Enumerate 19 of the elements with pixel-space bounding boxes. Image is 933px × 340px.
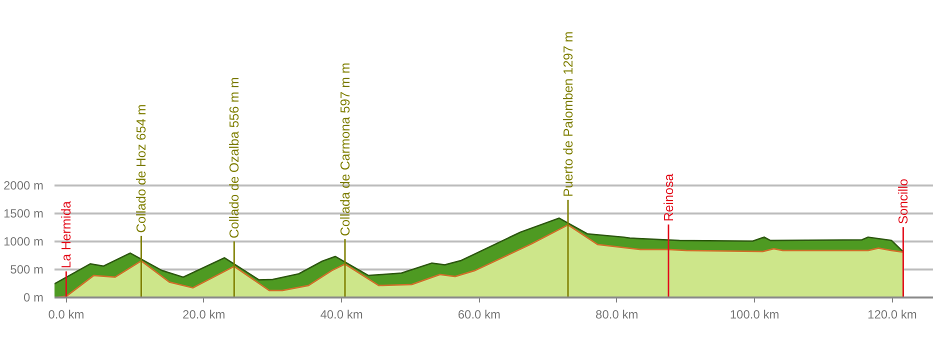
y-tick-label: 1500 m: [3, 206, 44, 220]
ref-line-label: Reinosa: [660, 173, 676, 222]
y-tick-label: 1000 m: [3, 234, 44, 248]
ref-line-label: Collado de Ozalba 556 m m: [226, 77, 242, 238]
ref-line-label: Puerto de Palomben 1297 m: [560, 31, 576, 197]
ref-line-label: Soncillo: [896, 178, 911, 224]
y-tick-label: 2000 m: [3, 178, 44, 192]
y-tick-label: 500 m: [10, 262, 44, 276]
x-tick-label: 120.0 km: [868, 308, 917, 322]
x-tick-label: 0.0 km: [48, 308, 84, 322]
x-tick-label: 60.0 km: [458, 308, 501, 322]
ref-line-label: La Hermida: [58, 200, 74, 268]
x-tick-label: 20.0 km: [182, 308, 226, 322]
y-tick-label: 0 m: [23, 290, 44, 304]
x-tick-label: 100.0 km: [730, 308, 780, 322]
ref-line-label: Collado de Hoz 654 m: [134, 104, 149, 233]
x-tick-label: 40.0 km: [320, 308, 363, 322]
x-tick-label: 80.0 km: [596, 308, 638, 322]
ref-line-label: Collada de Carmona 597 m m: [337, 62, 352, 236]
